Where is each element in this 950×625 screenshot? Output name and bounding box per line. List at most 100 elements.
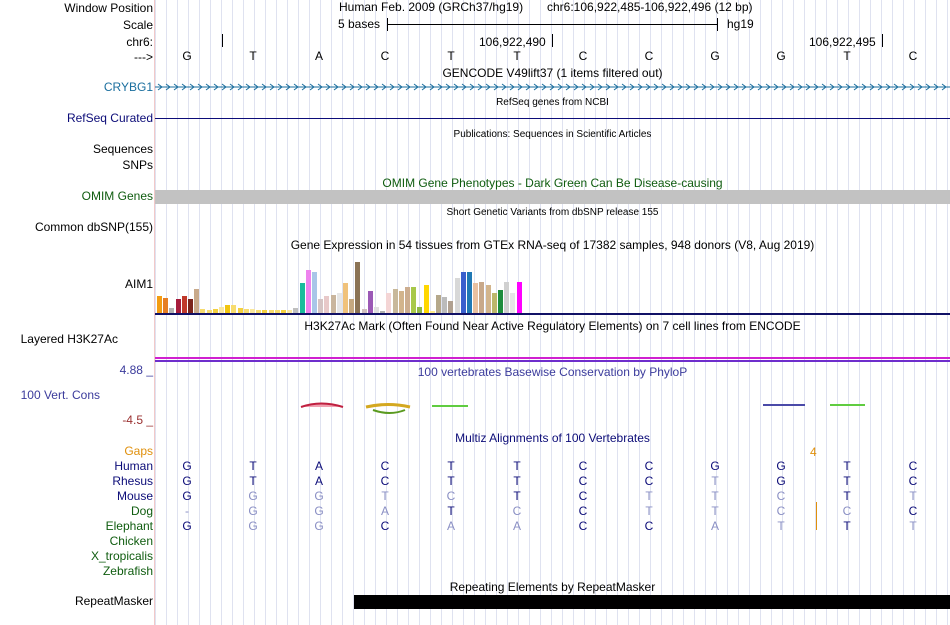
- aligned-base: G: [248, 519, 258, 533]
- gtex-tissue-bar[interactable]: [355, 261, 361, 313]
- gtex-tissue-bar[interactable]: [181, 296, 187, 313]
- gene-label-crybg1[interactable]: CRYBG1: [103, 80, 153, 94]
- gtex-tissue-bar[interactable]: [467, 271, 472, 313]
- gtex-tissue-bar[interactable]: [237, 308, 243, 313]
- h3k27-signal-bottom[interactable]: [155, 360, 950, 362]
- gencode-gene-feature[interactable]: [155, 81, 950, 93]
- gtex-bar-chart[interactable]: [155, 252, 535, 313]
- gtex-tissue-bar[interactable]: [367, 291, 373, 313]
- gtex-tissue-bar[interactable]: [163, 298, 169, 313]
- gtex-tissue-bar[interactable]: [460, 271, 466, 313]
- phylop-dip: [372, 409, 406, 414]
- gtex-tissue-bar[interactable]: [405, 287, 410, 313]
- gtex-tissue-bar[interactable]: [473, 283, 479, 313]
- gtex-tissue-bar[interactable]: [498, 290, 503, 313]
- gtex-tissue-bar[interactable]: [386, 293, 392, 313]
- refseq-gene-line[interactable]: [155, 118, 950, 119]
- gtex-tissue-bar[interactable]: [485, 285, 491, 313]
- gtex-tissue-bar[interactable]: [504, 281, 510, 313]
- gtex-tissue-bar[interactable]: [448, 301, 454, 313]
- phylop-plot[interactable]: [155, 398, 950, 418]
- gtex-tissue-bar[interactable]: [491, 293, 497, 313]
- gtex-tissue-bar[interactable]: [361, 309, 367, 313]
- track-area[interactable]: Human Feb. 2009 (GRCh37/hg19) chr6:106,9…: [155, 0, 950, 625]
- gtex-tissue-bar[interactable]: [454, 277, 460, 313]
- gtex-tissue-bar[interactable]: [281, 310, 286, 313]
- h3k27-label[interactable]: Layered H3K27Ac: [20, 332, 118, 346]
- gtex-tissue-bar[interactable]: [268, 310, 274, 313]
- gtex-tissue-bar[interactable]: [274, 310, 280, 313]
- species-label[interactable]: Elephant: [105, 519, 153, 533]
- gtex-tissue-bar[interactable]: [175, 299, 181, 313]
- omim-gene-bar[interactable]: [155, 190, 950, 204]
- strand-chevron: [629, 83, 635, 91]
- gtex-tissue-bar[interactable]: [336, 293, 342, 313]
- species-label[interactable]: X_tropicalis: [90, 549, 153, 563]
- gtex-tissue-bar[interactable]: [429, 311, 435, 313]
- gtex-tissue-bar[interactable]: [510, 293, 516, 313]
- gtex-tissue-bar[interactable]: [225, 305, 231, 313]
- gtex-tissue-bar[interactable]: [293, 308, 299, 313]
- gtex-tissue-bar[interactable]: [157, 296, 162, 313]
- species-label[interactable]: Mouse: [116, 489, 153, 503]
- species-label[interactable]: Human: [114, 459, 153, 473]
- gtex-tissue-bar[interactable]: [262, 310, 268, 313]
- strand-chevron: [229, 83, 235, 91]
- gtex-tissue-bar[interactable]: [305, 269, 311, 313]
- aligned-base: T: [843, 474, 851, 488]
- gtex-tissue-bar[interactable]: [299, 283, 305, 313]
- phylop-label[interactable]: 100 Vert. Cons: [20, 388, 100, 402]
- gtex-tissue-bar[interactable]: [188, 299, 193, 313]
- gaps-label[interactable]: Gaps: [124, 444, 153, 458]
- strand-chevron: [581, 83, 587, 91]
- strand-chevron: [405, 83, 411, 91]
- gtex-tissue-bar[interactable]: [194, 289, 200, 313]
- aligned-base: T: [249, 474, 257, 488]
- gtex-tissue-bar[interactable]: [250, 309, 255, 313]
- aligned-base: C: [908, 504, 918, 518]
- gtex-tissue-bar[interactable]: [219, 307, 224, 313]
- gtex-tissue-bar[interactable]: [324, 296, 330, 313]
- gtex-tissue-bar[interactable]: [398, 291, 404, 313]
- species-label[interactable]: Chicken: [109, 534, 153, 548]
- gtex-tissue-bar[interactable]: [417, 307, 423, 313]
- aligned-base: T: [513, 489, 521, 503]
- gtex-tissue-bar[interactable]: [318, 299, 324, 313]
- gtex-tissue-bar[interactable]: [392, 289, 398, 313]
- scale-label: Scale: [122, 18, 153, 32]
- gtex-tissue-bar[interactable]: [374, 307, 379, 313]
- gtex-tissue-bar[interactable]: [256, 310, 262, 313]
- gtex-tissue-bar[interactable]: [436, 295, 441, 313]
- gtex-tissue-bar[interactable]: [411, 287, 417, 313]
- gtex-tissue-bar[interactable]: [231, 305, 237, 313]
- gtex-tissue-bar[interactable]: [516, 281, 522, 313]
- gtex-tissue-bar[interactable]: [206, 310, 212, 313]
- gtex-tissue-bar[interactable]: [169, 308, 175, 313]
- common-dbsnp-label[interactable]: Common dbSNP(155): [34, 220, 153, 234]
- gtex-tissue-bar[interactable]: [287, 310, 293, 313]
- species-label[interactable]: Rhesus: [112, 474, 153, 488]
- snps-label[interactable]: SNPs: [122, 158, 153, 172]
- gtex-tissue-bar[interactable]: [200, 309, 206, 313]
- gtex-tissue-bar[interactable]: [343, 283, 348, 313]
- gtex-tissue-bar[interactable]: [479, 281, 485, 313]
- gtex-tissue-bar[interactable]: [442, 297, 448, 313]
- species-label[interactable]: Dog: [130, 504, 153, 518]
- gtex-tissue-bar[interactable]: [423, 285, 429, 313]
- aligned-base: C: [578, 474, 588, 488]
- gtex-tissue-bar[interactable]: [349, 299, 355, 313]
- gtex-tissue-bar[interactable]: [212, 309, 218, 313]
- h3k27-signal-top[interactable]: [155, 357, 950, 359]
- gtex-tissue-bar[interactable]: [380, 311, 386, 313]
- omim-genes-label[interactable]: OMIM Genes: [81, 189, 153, 203]
- repeatmasker-label[interactable]: RepeatMasker: [74, 594, 153, 608]
- repeat-element-bar[interactable]: [354, 595, 950, 609]
- gtex-tissue-bar[interactable]: [330, 295, 336, 313]
- gtex-gene-label[interactable]: AIM1: [124, 277, 153, 291]
- sequences-label[interactable]: Sequences: [92, 142, 153, 156]
- species-label[interactable]: Zebrafish: [102, 564, 153, 578]
- gtex-tissue-bar[interactable]: [312, 271, 317, 313]
- refseq-curated-label[interactable]: RefSeq Curated: [66, 111, 153, 125]
- gtex-tissue-bar[interactable]: [243, 309, 249, 313]
